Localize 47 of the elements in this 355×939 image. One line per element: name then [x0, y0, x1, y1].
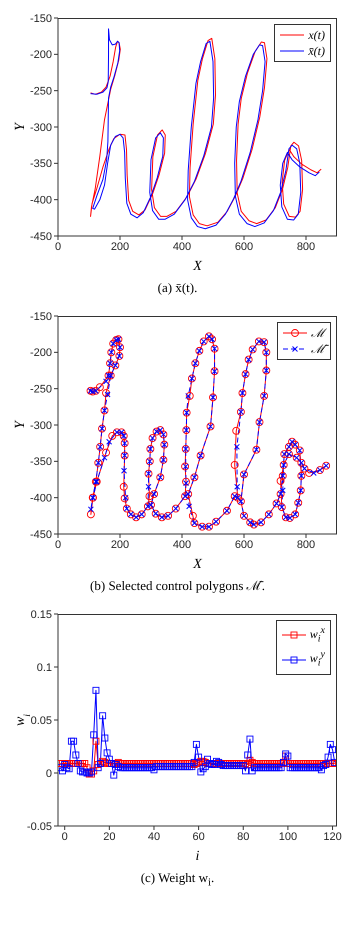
x-tick-label: 200 — [110, 240, 130, 253]
x-axis-title: X — [192, 557, 202, 572]
x-tick-label: 400 — [172, 240, 192, 253]
y-tick-label: 0 — [46, 768, 52, 780]
x-tick-label: 100 — [278, 830, 298, 843]
x-tick-label: 20 — [103, 830, 116, 843]
y-tick-label: -350 — [30, 456, 52, 468]
y-tick-label: -400 — [30, 194, 52, 207]
x-axis-title: X — [192, 259, 202, 274]
y-tick-label: -200 — [30, 49, 52, 62]
y-tick-label: -250 — [30, 384, 52, 396]
x-tick-label: 0 — [54, 240, 62, 253]
y-tick-label: 0.15 — [30, 608, 52, 621]
x-tick-label: 200 — [110, 538, 130, 551]
text: (c) Weight w$_{i}$. — [140, 869, 216, 891]
x-tick-label: 0 — [54, 538, 62, 551]
x-tick-label: 0 — [62, 830, 68, 843]
y-tick-label: -450 — [30, 528, 52, 541]
legend-label: ℳ — [311, 325, 325, 341]
y-tick-label: -0.05 — [26, 820, 52, 833]
x-tick-label: 400 — [172, 538, 192, 551]
y-tick-label: -400 — [30, 492, 52, 505]
y-tick-label: 0.05 — [30, 714, 52, 727]
y-tick-label: -200 — [30, 347, 52, 360]
y-tick-label: -450 — [30, 230, 52, 243]
y-tick-label: -250 — [30, 86, 52, 98]
y-axis-title: Y — [13, 418, 28, 429]
y-tick-label: -150 — [30, 12, 52, 25]
y-tick-label: -350 — [30, 158, 52, 170]
y-tick-label: -150 — [30, 310, 52, 323]
legend-label: x(t) — [308, 27, 325, 43]
x-tick-label: 800 — [296, 240, 316, 253]
x-tick-label: 600 — [234, 240, 254, 253]
legend-label: x̄(t) — [308, 43, 325, 59]
x-axis-title: i — [196, 849, 200, 864]
text: (b) Selected control polygons ℳ̄. — [89, 577, 266, 595]
y-tick-label: 0.1 — [36, 662, 52, 674]
y-tick-label: -300 — [30, 122, 52, 134]
x-tick-label: 80 — [237, 830, 250, 843]
x-tick-label: 120 — [323, 830, 342, 843]
x-tick-label: 600 — [234, 538, 254, 551]
text: (a) x̄(t). — [156, 279, 198, 297]
x-tick-label: 40 — [148, 830, 160, 843]
x-tick-label: 60 — [192, 830, 205, 843]
y-axis-title: Y — [13, 120, 28, 131]
x-tick-label: 800 — [296, 538, 316, 551]
y-tick-label: -300 — [30, 420, 52, 432]
